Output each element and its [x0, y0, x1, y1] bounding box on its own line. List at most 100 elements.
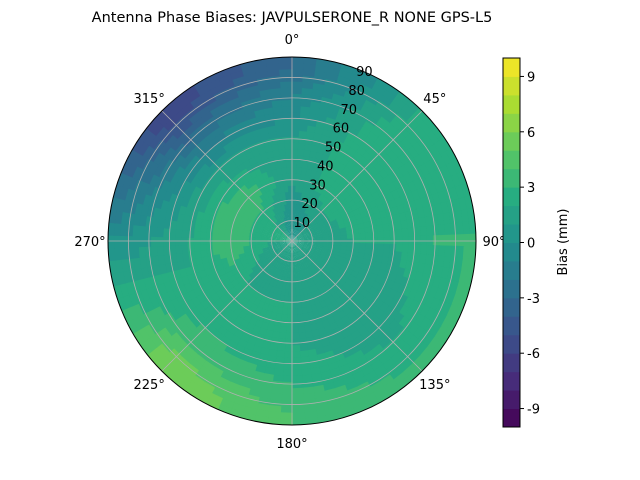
contour-cell: [281, 369, 293, 377]
contour-cell: [468, 220, 476, 236]
contour-cell: [285, 241, 292, 244]
contour-cell: [277, 212, 283, 220]
contour-cell: [297, 236, 305, 240]
contour-cell: [395, 90, 412, 106]
contour-cell: [278, 204, 284, 213]
contour-cell: [330, 256, 339, 264]
contour-cell: [304, 206, 310, 214]
contour-cell: [276, 268, 282, 277]
contour-cell: [266, 270, 273, 279]
contour-cell: [283, 178, 289, 187]
contour-cell: [296, 313, 304, 322]
contour-cell: [342, 298, 353, 308]
contour-cell: [302, 268, 308, 277]
contour-cell: [267, 74, 282, 84]
contour-cell: [304, 260, 311, 268]
contour-cell: [130, 315, 144, 332]
contour-cell: [426, 225, 434, 237]
angle-tick-label: 90°: [482, 235, 505, 250]
contour-cell: [291, 400, 305, 408]
contour-cell: [204, 397, 221, 411]
contour-cell: [286, 308, 293, 316]
contour-cell: [265, 212, 273, 220]
radial-tick-label: 20: [301, 197, 318, 212]
contour-cell: [287, 221, 291, 230]
contour-cell: [285, 241, 292, 245]
contour-cell: [299, 198, 305, 206]
contour-cell: [199, 224, 208, 233]
contour-cell: [306, 124, 317, 134]
contour-cell: [292, 238, 299, 241]
contour-cell: [335, 390, 350, 402]
contour-cell: [241, 124, 253, 135]
contour-cell: [385, 83, 402, 98]
contour-cell: [139, 180, 151, 195]
contour-cell: [287, 296, 293, 304]
contour-cell: [299, 257, 305, 265]
contour-cell: [242, 245, 250, 250]
contour-cell: [284, 135, 293, 144]
contour-cell: [296, 252, 300, 260]
contour-cell: [268, 229, 276, 235]
contour-cell: [313, 225, 321, 231]
contour-cell: [349, 72, 366, 85]
contour-cell: [306, 215, 313, 223]
contour-cell: [333, 384, 348, 396]
contour-cell: [291, 74, 305, 82]
contour-cell: [273, 260, 280, 268]
contour-cell: [283, 270, 288, 279]
contour-cell: [299, 123, 309, 132]
contour-cell: [455, 184, 466, 201]
colorbar-band: [503, 58, 520, 77]
contour-cell: [226, 380, 241, 392]
contour-cell: [297, 242, 305, 245]
contour-cell: [351, 66, 369, 79]
colorbar-tick-label: -9: [527, 403, 540, 418]
contour-cell: [274, 268, 280, 276]
contour-cell: [331, 222, 340, 228]
contour-cell: [316, 243, 324, 247]
contour-cell: [272, 241, 280, 244]
contour-cell: [174, 244, 183, 254]
contour-cell: [294, 222, 298, 230]
contour-cell: [411, 280, 422, 293]
contour-cell: [143, 297, 155, 313]
contour-cell: [145, 349, 161, 366]
contour-cell: [291, 148, 299, 156]
contour-cell: [361, 392, 377, 405]
contour-cell: [296, 307, 303, 316]
contour-cell: [150, 245, 158, 257]
contour-cell: [265, 221, 273, 228]
contour-cell: [323, 256, 332, 264]
angle-tick-label: 315°: [134, 92, 165, 107]
contour-cell: [267, 219, 274, 226]
angle-tick-label: 45°: [423, 92, 446, 107]
contour-cell: [304, 238, 312, 241]
contour-cell: [274, 221, 281, 228]
contour-cell: [291, 265, 295, 273]
contour-cell: [382, 379, 398, 394]
contour-cell: [420, 226, 428, 238]
contour-cell: [271, 266, 278, 275]
contour-cell: [147, 307, 160, 322]
contour-cell: [156, 253, 166, 266]
contour-cell: [273, 362, 285, 371]
contour-cell: [279, 250, 285, 257]
contour-cell: [131, 136, 146, 153]
contour-cell: [351, 403, 369, 416]
contour-cell: [304, 268, 310, 276]
contour-cell: [150, 225, 158, 237]
contour-cell: [445, 291, 457, 307]
contour-cell: [437, 277, 448, 292]
contour-cell: [281, 105, 293, 113]
contour-cell: [387, 215, 396, 225]
contour-cell: [279, 400, 293, 408]
contour-cell: [272, 238, 280, 241]
contour-cell: [297, 223, 303, 231]
contour-cell: [285, 237, 292, 241]
contour-cell: [321, 229, 329, 234]
contour-cell: [311, 254, 319, 261]
contour-cell: [300, 263, 305, 271]
contour-cell: [401, 228, 410, 238]
contour-cell: [315, 245, 324, 249]
